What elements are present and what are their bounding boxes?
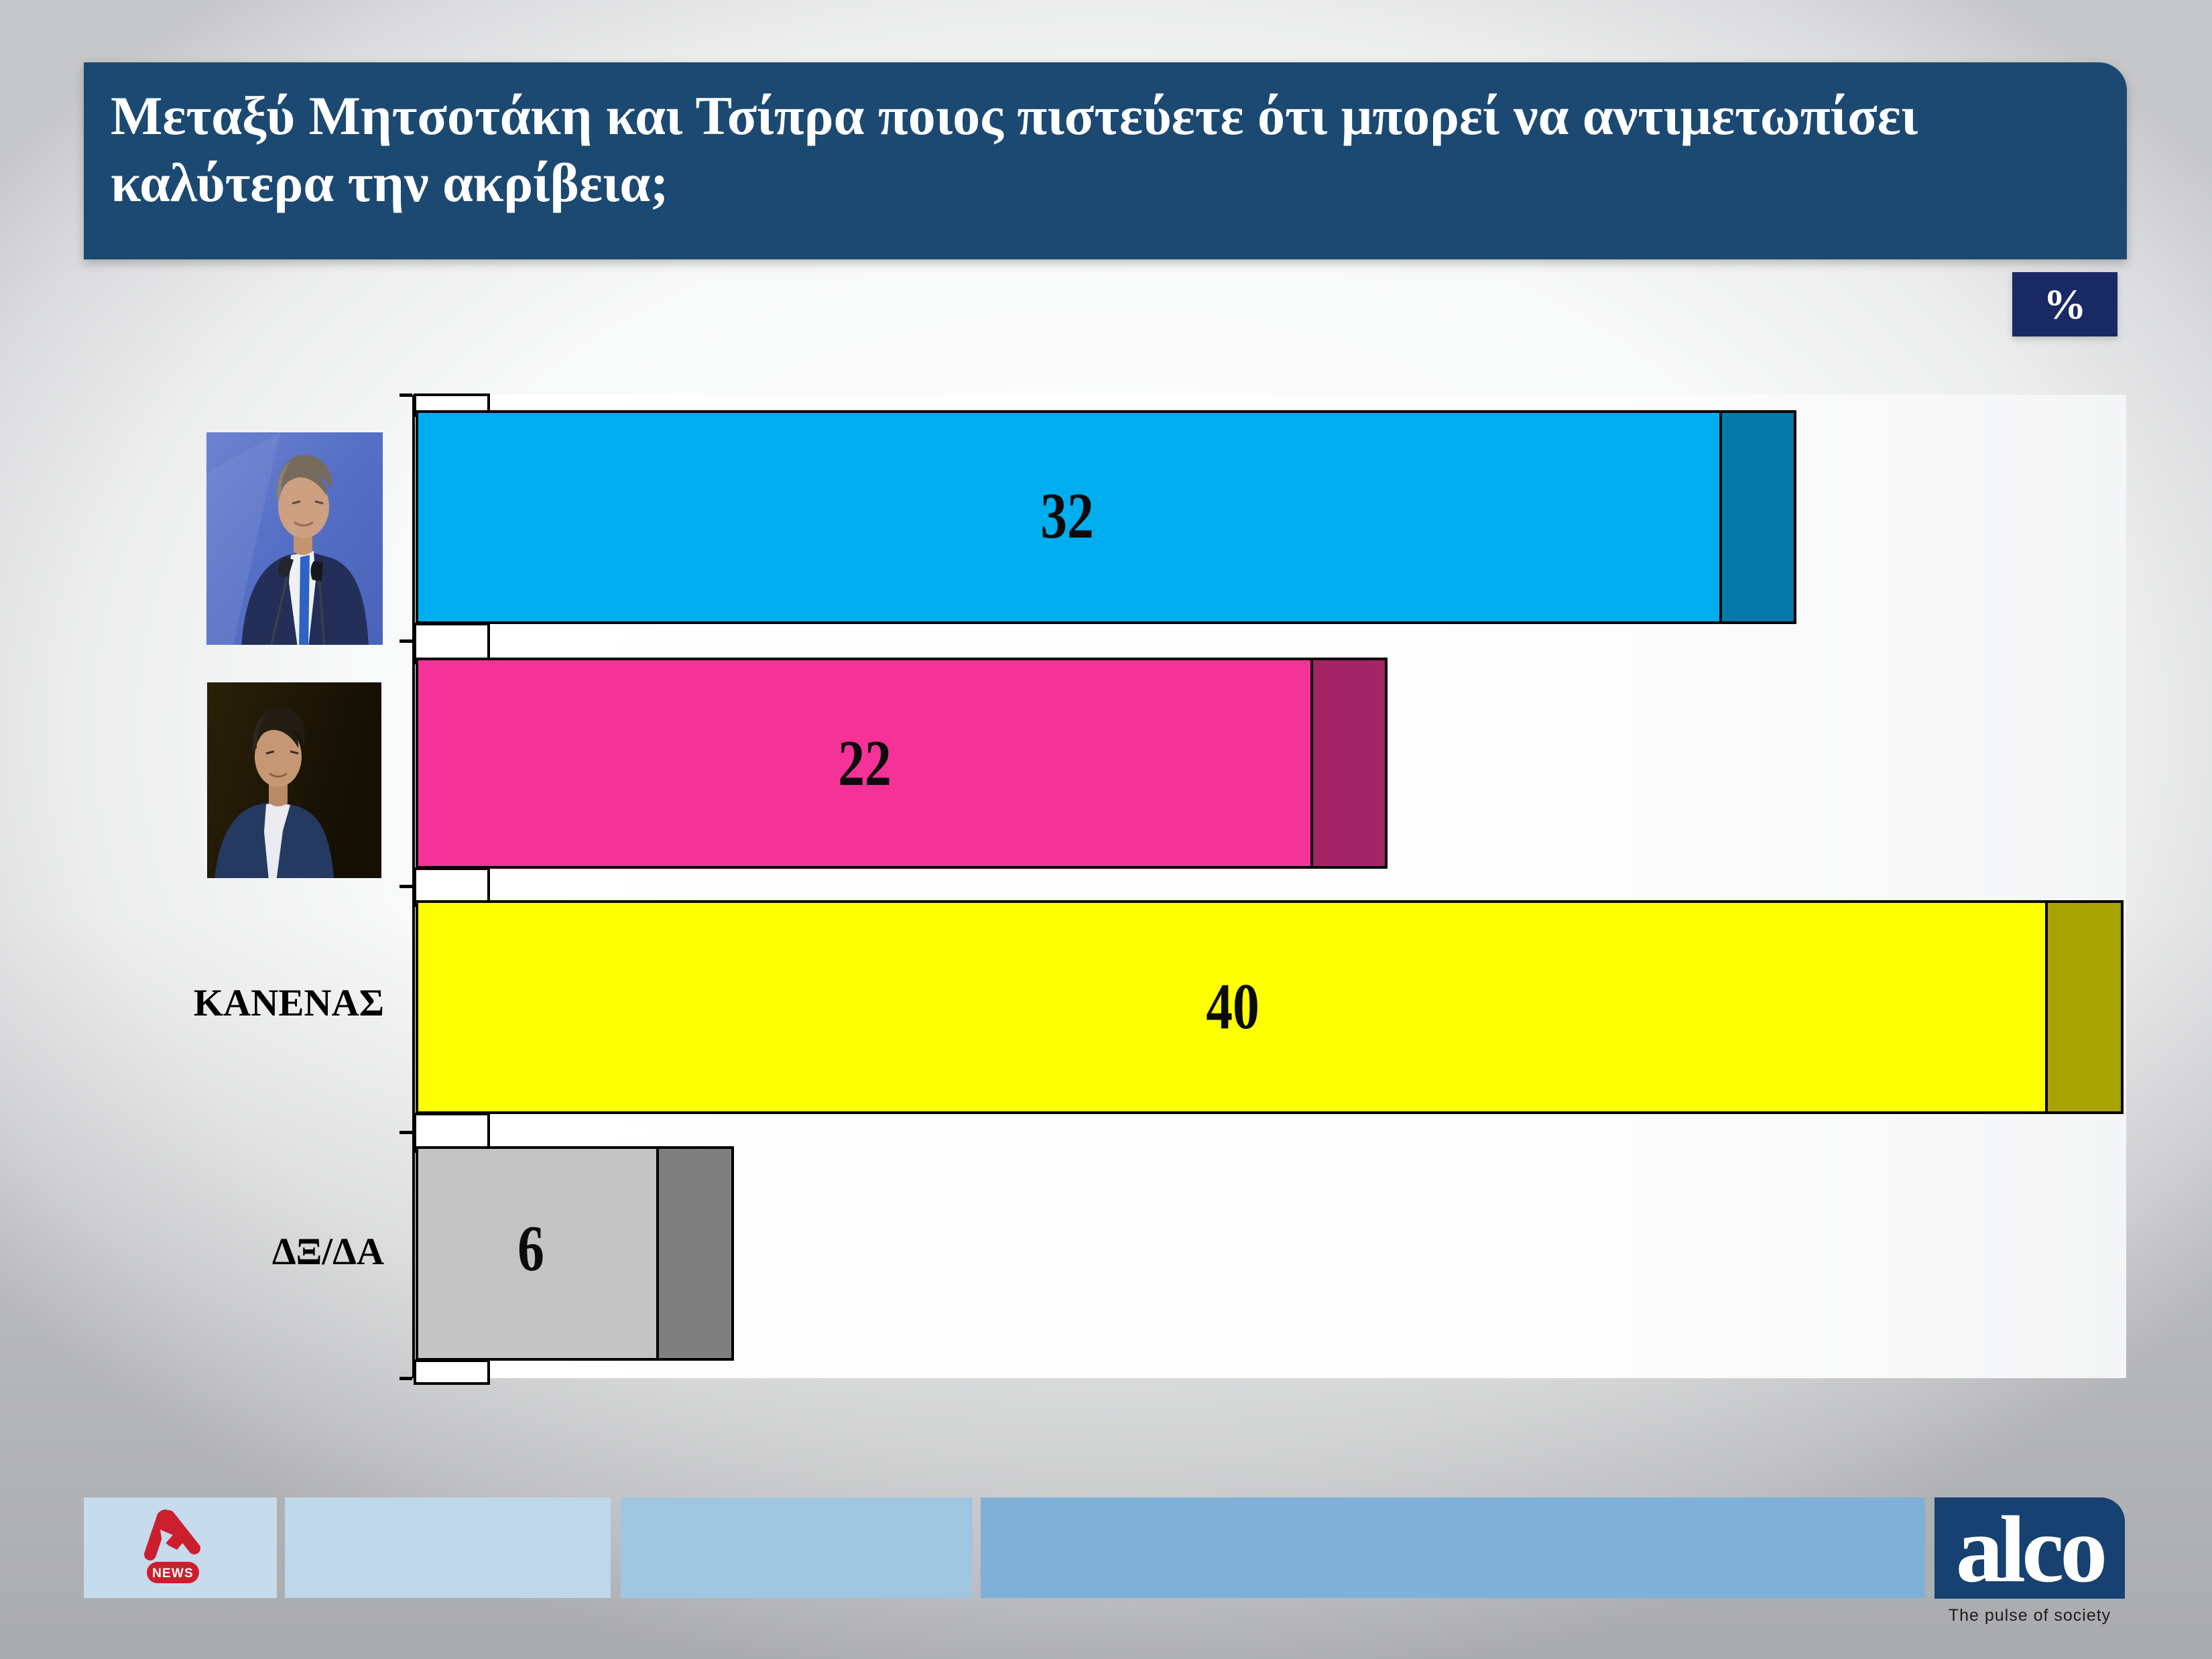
svg-text:NEWS: NEWS: [152, 1566, 194, 1581]
